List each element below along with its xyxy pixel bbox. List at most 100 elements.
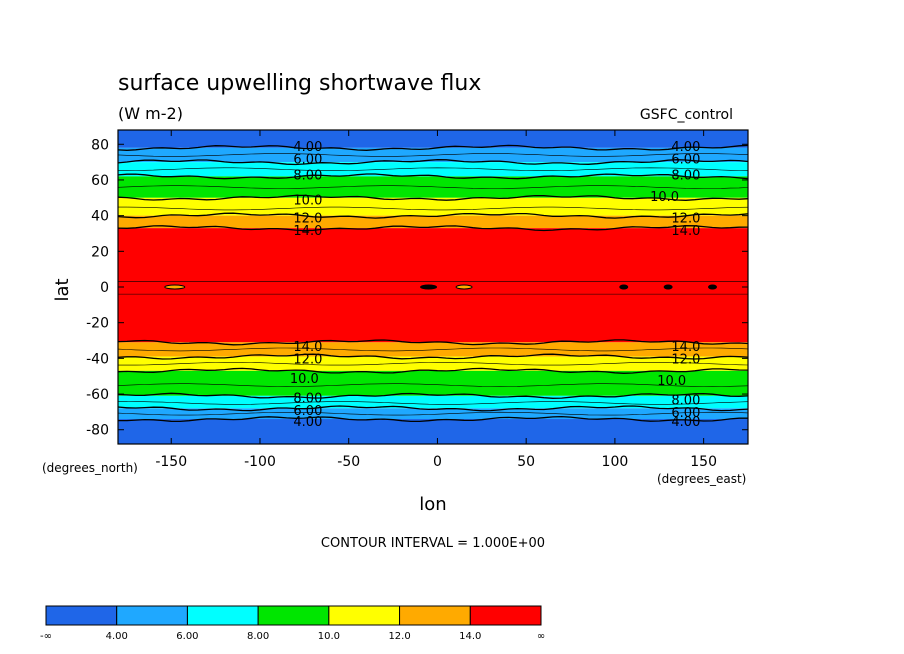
x-axis: -150 -100 -50 0 50 100 150: [155, 130, 717, 470]
contour-line: [118, 415, 748, 423]
contour-label: 10.0: [657, 374, 686, 389]
contour-label: 10.0: [290, 372, 319, 387]
colorbar-swatch: [328, 605, 401, 626]
colorbar-label: -∞: [40, 631, 52, 642]
x-tick-label: -150: [155, 454, 187, 470]
units-label: (W m-2): [118, 104, 183, 123]
contour-label: 12.0: [293, 211, 322, 226]
contour-label: 10.0: [650, 190, 679, 205]
x-tick-label: 100: [602, 454, 629, 470]
contour-label: 12.0: [293, 352, 322, 367]
contour-line: [118, 212, 748, 219]
y-tick-label: 60: [91, 173, 109, 189]
contour-line-minor: [118, 362, 748, 366]
y-axis-label: lat: [52, 278, 73, 301]
colorbar-swatch: [45, 605, 118, 626]
y-unit-label: (degrees_north): [42, 461, 138, 475]
contour-label: 14.0: [671, 224, 700, 239]
y-tick-label: 0: [100, 280, 109, 296]
contour-line: [118, 353, 748, 360]
contour-label: 12.0: [671, 211, 700, 226]
contour-line: [118, 225, 748, 232]
contour-line: [118, 405, 748, 412]
contour-band: [118, 215, 748, 229]
contour-line: [118, 194, 748, 201]
x-tick-label: -100: [244, 454, 276, 470]
x-axis-label: lon: [419, 494, 446, 515]
y-tick-label: 20: [91, 244, 109, 260]
contour-label: 8.00: [671, 393, 700, 408]
equatorial-feature: [708, 284, 718, 290]
contour-line-minor: [118, 401, 748, 405]
contour-label: 8.00: [671, 169, 700, 184]
contour-line-minor: [118, 206, 748, 211]
contour-line-minor: [118, 185, 748, 189]
contour-line: [118, 339, 748, 346]
contour-line: [118, 367, 748, 374]
dataset-label: GSFC_control: [640, 107, 733, 123]
contour-band: [118, 408, 748, 420]
y-tick-label: -40: [86, 351, 109, 367]
colorbar-label: 10.0: [318, 631, 340, 642]
contour-line: [118, 392, 748, 399]
contour-band: [118, 162, 748, 177]
colorbar-swatch: [399, 605, 471, 626]
contour-label: 12.0: [671, 352, 700, 367]
contour-label: 8.00: [293, 169, 322, 184]
y-tick-label: 80: [91, 137, 109, 153]
equatorial-feature: [455, 284, 473, 290]
colorbar-swatch: [116, 605, 188, 626]
contour-band: [118, 419, 748, 444]
contour-label: 14.0: [671, 340, 700, 355]
contour-line-minor: [118, 411, 748, 416]
equatorial-feature: [663, 284, 673, 290]
colorbar-label: 12.0: [388, 631, 410, 642]
contour-label: 4.00: [293, 140, 322, 155]
y-tick-label: -60: [86, 387, 109, 403]
colorbar-swatch: [257, 605, 330, 626]
x-tick-label: 150: [690, 454, 717, 470]
contour-band: [118, 197, 748, 216]
colorbar-label: 8.00: [247, 631, 269, 642]
contour-line: [118, 173, 748, 180]
y-tick-label: -80: [86, 423, 109, 439]
contour-label: 4.00: [671, 415, 700, 430]
chart-title: surface upwelling shortwave flux: [118, 71, 481, 96]
colorbar-labels: -∞ 4.00 6.00 8.00 10.0 12.0 14.0 ∞: [40, 631, 545, 642]
equatorial-feature: [420, 284, 438, 290]
colorbar-label: ∞: [537, 631, 545, 642]
contour-label: 8.00: [293, 392, 322, 407]
contour-line: [118, 159, 748, 166]
contour-line-minor: [118, 383, 748, 387]
contour-label: 4.00: [671, 140, 700, 155]
x-tick-label: 0: [433, 454, 442, 470]
contour-band: [118, 395, 748, 409]
contour-labels: 4.006.008.0010.012.014.04.006.008.0010.0…: [290, 140, 701, 430]
contour-label: 6.00: [671, 406, 700, 421]
contour-label: 6.00: [293, 153, 322, 168]
contour-band: [118, 130, 748, 148]
contour-line-minor: [118, 167, 748, 172]
contour-label: 14.0: [293, 224, 322, 239]
contour-label: 6.00: [671, 153, 700, 168]
colorbar-label: 14.0: [459, 631, 481, 642]
x-unit-label: (degrees_east): [657, 472, 746, 486]
plot-area: [118, 130, 748, 444]
contour-band: [118, 356, 748, 371]
equatorial-feature: [164, 284, 186, 290]
x-tick-label: -50: [337, 454, 360, 470]
contour-line-minor: [118, 347, 748, 352]
contour-interval-note: CONTOUR INTERVAL = 1.000E+00: [321, 536, 545, 551]
contour-line: [118, 144, 748, 151]
y-tick-label: 40: [91, 209, 109, 225]
colorbar-label: 4.00: [106, 631, 128, 642]
contour-label: 10.0: [293, 194, 322, 209]
contour-label: 6.00: [293, 404, 322, 419]
contour-band: [118, 370, 748, 396]
contour-line-minor: [118, 153, 748, 157]
y-axis: 80 60 40 20 0 -20 -40 -60 -80: [86, 137, 748, 439]
y-tick-label: -20: [86, 316, 109, 332]
contour-band: [118, 342, 748, 357]
colorbar-swatch: [469, 605, 542, 626]
